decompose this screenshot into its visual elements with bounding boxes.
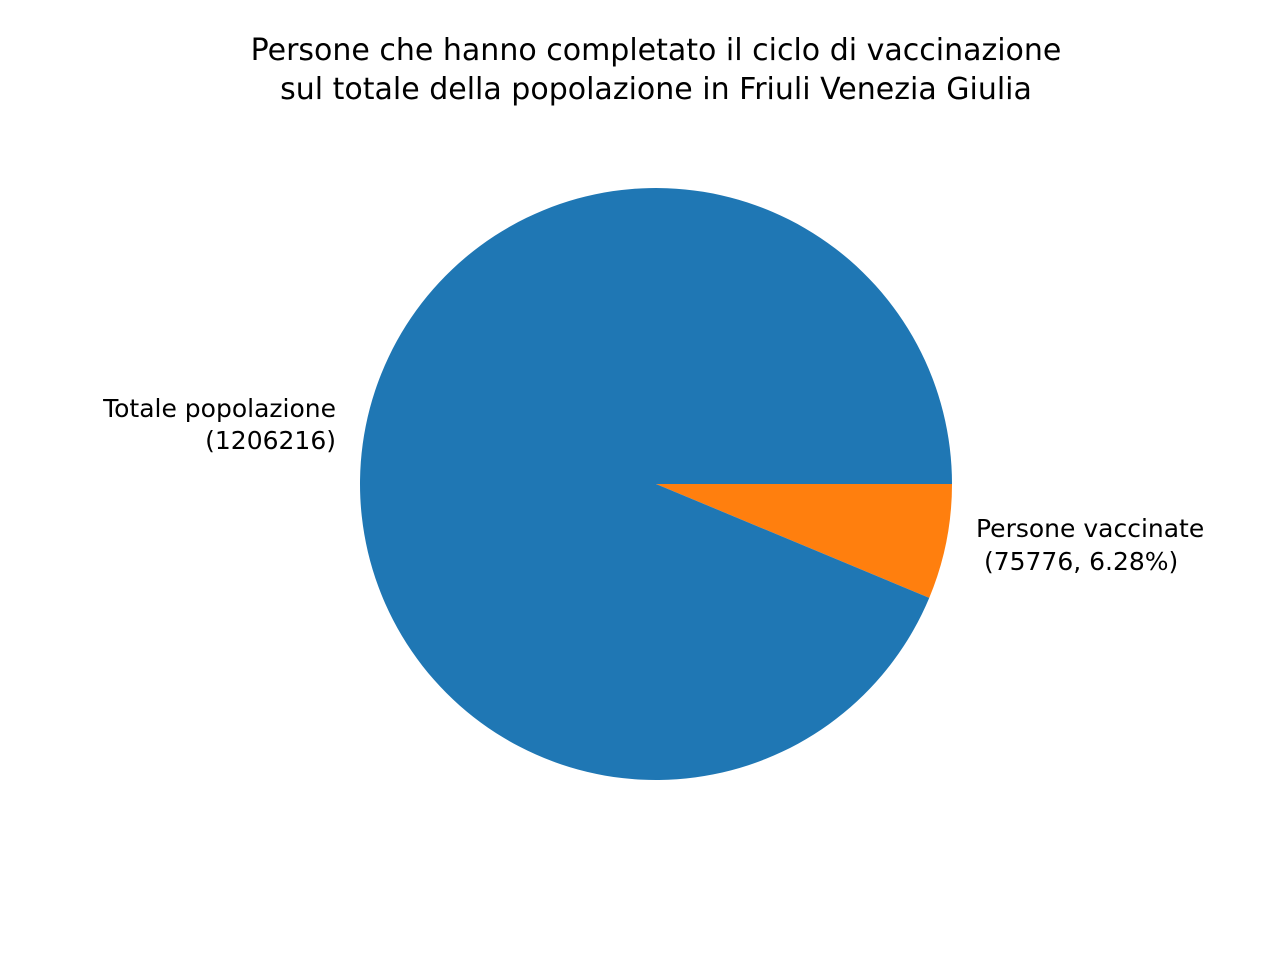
pie-slices xyxy=(360,188,953,781)
pie-slice-totale-popolazione xyxy=(360,188,953,781)
pie-slice-persone-vaccinate xyxy=(656,484,952,598)
slice-label-totale-popolazione-line-1: Totale popolazione xyxy=(102,394,336,423)
chart-title-line-1: Persone che hanno completato il ciclo di… xyxy=(251,33,1062,68)
chart-title: Persone che hanno completato il ciclo di… xyxy=(251,33,1062,107)
slice-label-persone-vaccinate: Persone vaccinate (75776, 6.28%) xyxy=(976,514,1204,576)
slice-label-totale-popolazione-line-2: (1206216) xyxy=(205,426,336,455)
slice-label-persone-vaccinate-line-2: (75776, 6.28%) xyxy=(976,547,1178,576)
slice-label-persone-vaccinate-line-1: Persone vaccinate xyxy=(976,514,1204,543)
slice-label-totale-popolazione: Totale popolazione (1206216) xyxy=(102,394,336,455)
chart-title-line-2: sul totale della popolazione in Friuli V… xyxy=(280,72,1032,107)
